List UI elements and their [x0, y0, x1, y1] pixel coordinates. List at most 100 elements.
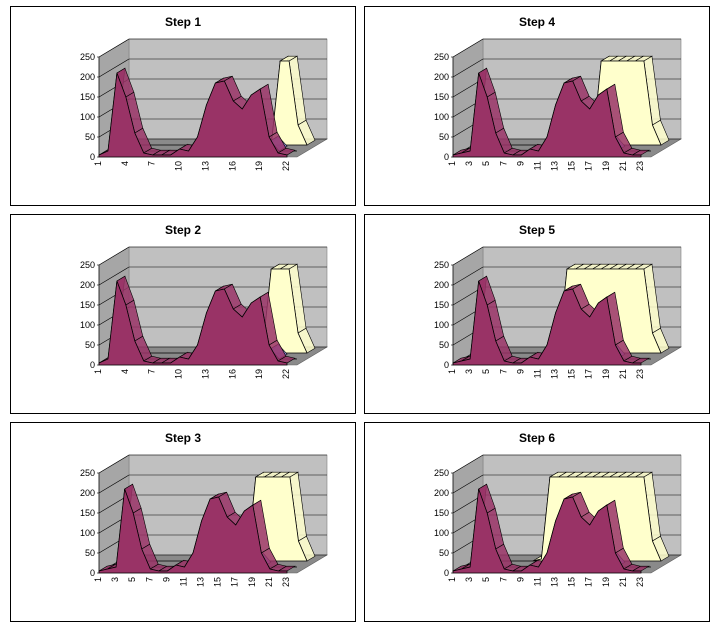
front-series-area [98, 67, 296, 158]
x-tick-label: 15 [567, 369, 577, 379]
chart-title: Step 3 [164, 431, 201, 445]
y-tick-label: 150 [434, 300, 449, 310]
x-tick-label: 5 [481, 161, 491, 166]
chart-panel-step-2: Step 2 0 50 100 150 200 250 1 4 7 10 13 16 19 22 [10, 214, 356, 414]
gridline [452, 454, 484, 474]
x-tick-label: 19 [254, 369, 264, 379]
x-tick-label: 13 [200, 369, 210, 379]
area-front-face [452, 280, 642, 366]
y-tick-label: 50 [85, 132, 95, 142]
area-front-face [452, 72, 642, 158]
x-tick-label: 11 [532, 161, 542, 170]
gridline [98, 38, 130, 58]
front-series-area [452, 483, 651, 574]
x-tick-label: 19 [247, 577, 257, 587]
chart-panel-step-6: Step 6 0 50 100 150 200 250 1 3 5 7 9 11 13 15 17 19 21 2… [364, 422, 710, 622]
x-tick-label: 19 [601, 577, 611, 587]
chart-panel-step-3: Step 3 0 50 100 150 200 250 1 3 5 7 9 11 13 15 17 19 21 2… [10, 422, 356, 622]
x-tick-label: 4 [120, 369, 130, 374]
x-tick-label: 19 [254, 161, 264, 171]
y-tick-label: 0 [444, 360, 449, 370]
x-tick-label: 21 [618, 161, 628, 171]
x-tick-label: 13 [200, 161, 210, 171]
x-tick-label: 1 [447, 369, 457, 374]
x-tick-label: 9 [161, 577, 171, 582]
x-tick-label: 23 [635, 369, 645, 379]
y-tick-label: 150 [434, 92, 449, 102]
y-tick-label: 100 [434, 528, 449, 538]
chart-title: Step 1 [164, 15, 201, 29]
gridline [452, 474, 484, 494]
gridline [98, 454, 130, 474]
x-tick-label: 13 [550, 369, 560, 379]
chart-plot: 0 50 100 150 200 250 1 4 7 10 13 16 19 22 [80, 38, 329, 171]
y-tick-label: 200 [80, 72, 95, 82]
x-tick-label: 22 [281, 161, 291, 171]
x-tick-label: 1 [93, 577, 103, 582]
x-tick-label: 17 [584, 577, 594, 587]
x-tick-label: 13 [196, 577, 206, 587]
chart-panel-step-4: Step 4 0 50 100 150 200 250 1 3 5 7 9 11 13 15 17 19 21 2… [364, 6, 710, 206]
x-tick-label: 17 [584, 161, 594, 171]
y-tick-label: 100 [434, 320, 449, 330]
gridline [98, 474, 130, 494]
y-tick-label: 50 [439, 340, 449, 350]
y-tick-label: 100 [80, 528, 95, 538]
front-series-area [98, 483, 297, 574]
y-tick-label: 50 [439, 132, 449, 142]
x-tick-label: 16 [227, 369, 237, 379]
x-tick-label: 7 [147, 369, 157, 374]
x-tick-label: 22 [281, 369, 291, 379]
x-tick-label: 9 [515, 577, 525, 582]
x-tick-label: 7 [498, 577, 508, 582]
x-tick-label: 15 [213, 577, 223, 587]
y-tick-label: 100 [80, 112, 95, 122]
chart-panel-step-1: Step 1 0 50 100 150 200 250 1 4 7 10 13 16 19 22 [10, 6, 356, 206]
y-tick-label: 250 [434, 468, 449, 478]
x-tick-label: 9 [515, 161, 525, 166]
y-tick-label: 0 [90, 152, 95, 162]
area-front-face [98, 280, 288, 366]
y-tick-label: 250 [434, 52, 449, 62]
y-tick-label: 150 [434, 508, 449, 518]
y-tick-label: 150 [80, 508, 95, 518]
x-tick-label: 1 [447, 577, 457, 582]
y-tick-label: 250 [80, 468, 95, 478]
gridline [452, 58, 484, 78]
x-tick-label: 5 [481, 369, 491, 374]
x-tick-label: 3 [464, 577, 474, 582]
x-tick-label: 9 [515, 369, 525, 374]
x-tick-label: 7 [147, 161, 157, 166]
x-tick-label: 19 [601, 161, 611, 171]
x-tick-label: 1 [93, 161, 103, 166]
y-tick-label: 200 [434, 72, 449, 82]
x-tick-label: 3 [110, 577, 120, 582]
x-tick-label: 19 [601, 369, 611, 379]
x-tick-label: 1 [93, 369, 103, 374]
gridline [452, 266, 484, 286]
y-tick-label: 200 [80, 280, 95, 290]
area-front-face [98, 72, 288, 158]
x-tick-label: 5 [127, 577, 137, 582]
x-tick-label: 7 [498, 161, 508, 166]
y-tick-label: 50 [85, 548, 95, 558]
y-tick-label: 250 [80, 52, 95, 62]
x-tick-label: 13 [550, 577, 560, 587]
x-tick-label: 23 [635, 161, 645, 171]
x-tick-label: 1 [447, 161, 457, 166]
x-tick-label: 3 [464, 369, 474, 374]
y-tick-label: 200 [80, 488, 95, 498]
x-tick-label: 15 [567, 577, 577, 587]
area-front-face [452, 488, 642, 574]
x-tick-label: 21 [264, 577, 274, 587]
x-tick-label: 4 [120, 161, 130, 166]
chart-title: Step 4 [518, 15, 555, 29]
x-tick-label: 17 [584, 369, 594, 379]
y-tick-label: 50 [439, 548, 449, 558]
y-tick-label: 250 [434, 260, 449, 270]
y-tick-label: 150 [80, 300, 95, 310]
